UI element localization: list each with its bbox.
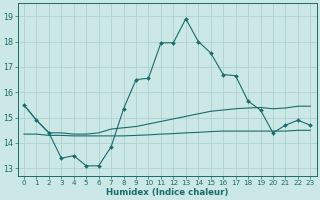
X-axis label: Humidex (Indice chaleur): Humidex (Indice chaleur) bbox=[106, 188, 228, 197]
